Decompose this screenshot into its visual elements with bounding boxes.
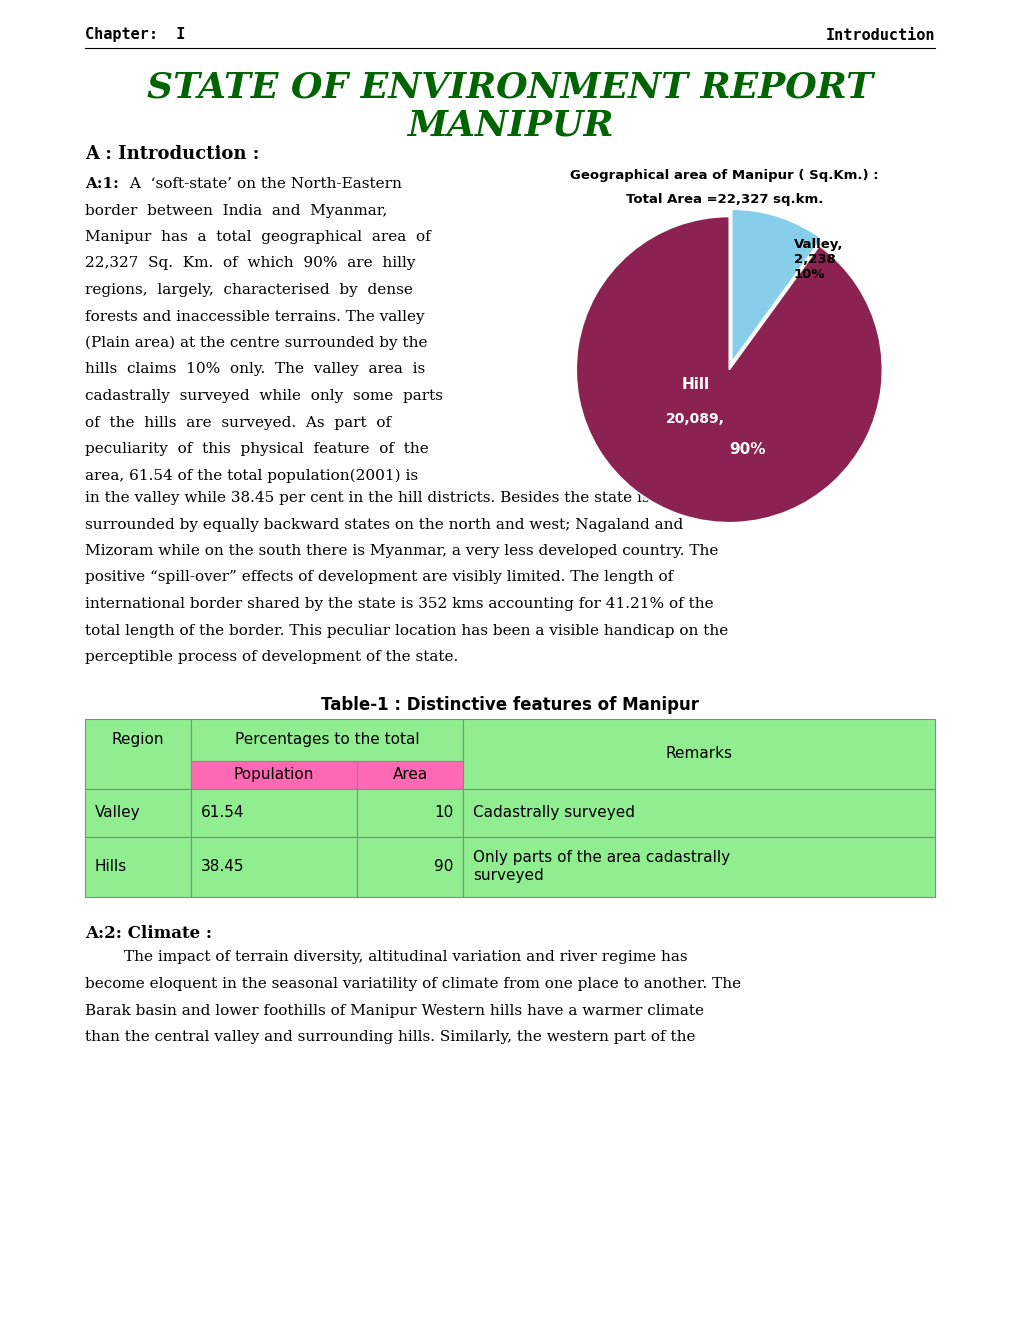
Wedge shape: [731, 209, 821, 362]
Text: Hills: Hills: [95, 859, 127, 874]
Bar: [357, 760, 463, 788]
Bar: [357, 837, 463, 896]
Text: 22,327  Sq.  Km.  of  which  90%  are  hilly: 22,327 Sq. Km. of which 90% are hilly: [85, 256, 415, 271]
Text: Table-1 : Distinctive features of Manipur: Table-1 : Distinctive features of Manipu…: [321, 697, 698, 714]
Text: Barak basin and lower foothills of Manipur Western hills have a warmer climate: Barak basin and lower foothills of Manip…: [85, 1003, 703, 1018]
Text: Hill: Hill: [681, 378, 709, 392]
Text: total length of the border. This peculiar location has been a visible handicap o: total length of the border. This peculia…: [85, 623, 728, 638]
Text: regions,  largely,  characterised  by  dense: regions, largely, characterised by dense: [85, 282, 413, 297]
Text: surrounded by equally backward states on the north and west; Nagaland and: surrounded by equally backward states on…: [85, 517, 683, 532]
Text: 10: 10: [433, 805, 452, 820]
Text: (Plain area) at the centre surrounded by the: (Plain area) at the centre surrounded by…: [85, 337, 427, 350]
Wedge shape: [576, 216, 881, 523]
Text: The impact of terrain diversity, altitudinal variation and river regime has: The impact of terrain diversity, altitud…: [85, 950, 687, 965]
Bar: [192, 760, 357, 788]
Text: Area: Area: [392, 767, 427, 781]
Bar: [463, 788, 934, 837]
Text: Region: Region: [112, 733, 164, 747]
Text: peculiarity  of  this  physical  feature  of  the: peculiarity of this physical feature of …: [85, 442, 428, 455]
Text: Geographical area of Manipur ( Sq.Km.) :: Geographical area of Manipur ( Sq.Km.) :: [570, 169, 877, 182]
Text: cadastrally  surveyed  while  only  some  parts: cadastrally surveyed while only some par…: [85, 389, 442, 403]
Text: A:2: Climate :: A:2: Climate :: [85, 924, 212, 941]
Text: Valley,
2,238
10%: Valley, 2,238 10%: [793, 238, 843, 281]
Text: positive “spill-over” effects of development are visibly limited. The length of: positive “spill-over” effects of develop…: [85, 570, 673, 585]
Text: Percentages to the total: Percentages to the total: [234, 733, 419, 747]
Text: perceptible process of development of the state.: perceptible process of development of th…: [85, 649, 458, 664]
Text: MANIPUR: MANIPUR: [407, 108, 612, 143]
Text: Mizoram while on the south there is Myanmar, a very less developed country. The: Mizoram while on the south there is Myan…: [85, 544, 717, 558]
Bar: [463, 718, 934, 788]
Text: forests and inaccessible terrains. The valley: forests and inaccessible terrains. The v…: [85, 309, 424, 323]
Text: 90%: 90%: [729, 442, 765, 457]
Bar: [85, 718, 192, 788]
Bar: [192, 837, 357, 896]
Bar: [192, 718, 463, 760]
Text: become eloquent in the seasonal variatility of climate from one place to another: become eloquent in the seasonal variatil…: [85, 977, 741, 991]
Text: than the central valley and surrounding hills. Similarly, the western part of th: than the central valley and surrounding …: [85, 1030, 695, 1044]
Text: area, 61.54 of the total population(2001) is: area, 61.54 of the total population(2001…: [85, 469, 418, 483]
Text: border  between  India  and  Myanmar,: border between India and Myanmar,: [85, 203, 387, 218]
Text: A : Introduction :: A : Introduction :: [85, 145, 259, 162]
Text: hills  claims  10%  only.  The  valley  area  is: hills claims 10% only. The valley area i…: [85, 363, 425, 376]
Bar: [85, 788, 192, 837]
Bar: [192, 788, 357, 837]
Text: STATE OF ENVIRONMENT REPORT: STATE OF ENVIRONMENT REPORT: [147, 70, 872, 104]
Text: 38.45: 38.45: [201, 859, 245, 874]
Bar: [463, 837, 934, 896]
Text: Only parts of the area cadastrally
surveyed: Only parts of the area cadastrally surve…: [473, 850, 730, 883]
Text: Population: Population: [233, 767, 314, 781]
Text: international border shared by the state is 352 kms accounting for 41.21% of the: international border shared by the state…: [85, 597, 713, 611]
Text: Manipur  has  a  total  geographical  area  of: Manipur has a total geographical area of: [85, 230, 430, 244]
Text: of  the  hills  are  surveyed.  As  part  of: of the hills are surveyed. As part of: [85, 416, 390, 429]
Text: Chapter:  I: Chapter: I: [85, 28, 185, 42]
Text: in the valley while 38.45 per cent in the hill districts. Besides the state is: in the valley while 38.45 per cent in th…: [85, 491, 649, 506]
Text: 90: 90: [433, 859, 452, 874]
Text: Valley: Valley: [95, 805, 141, 820]
Bar: [357, 788, 463, 837]
Text: A:1:: A:1:: [85, 177, 118, 191]
Text: Remarks: Remarks: [665, 746, 732, 762]
Text: Cadastrally surveyed: Cadastrally surveyed: [473, 805, 635, 820]
Text: Total Area =22,327 sq.km.: Total Area =22,327 sq.km.: [625, 193, 822, 206]
Text: 20,089,: 20,089,: [665, 412, 725, 425]
Text: Introduction: Introduction: [824, 28, 934, 42]
Text: A  ‘soft-state’ on the North-Eastern: A ‘soft-state’ on the North-Eastern: [125, 177, 401, 191]
Text: 61.54: 61.54: [201, 805, 245, 820]
Bar: [85, 837, 192, 896]
